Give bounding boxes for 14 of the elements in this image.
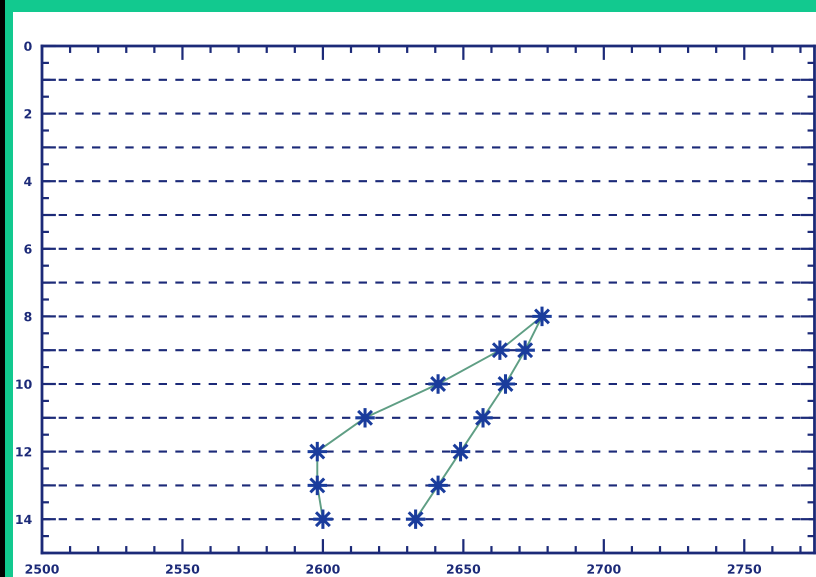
- x-tick-label: 2600: [306, 564, 340, 574]
- x-tick-label: 2550: [166, 564, 200, 574]
- x-tick-label: 2650: [446, 564, 480, 574]
- y-tick-label: 4: [24, 176, 32, 186]
- x-tick-label: 2750: [728, 564, 762, 574]
- y-tick-label: 0: [24, 41, 32, 51]
- y-tick-label: 8: [24, 312, 32, 322]
- y-tick-label: 6: [24, 244, 32, 254]
- x-tick-label: 2700: [587, 564, 621, 574]
- y-tick-label: 2: [24, 109, 32, 118]
- y-tick-label: 14: [16, 514, 32, 524]
- y-tick-label: 10: [16, 379, 32, 389]
- x-tick-label: 2500: [26, 564, 59, 574]
- y-tick-label: 12: [16, 447, 32, 456]
